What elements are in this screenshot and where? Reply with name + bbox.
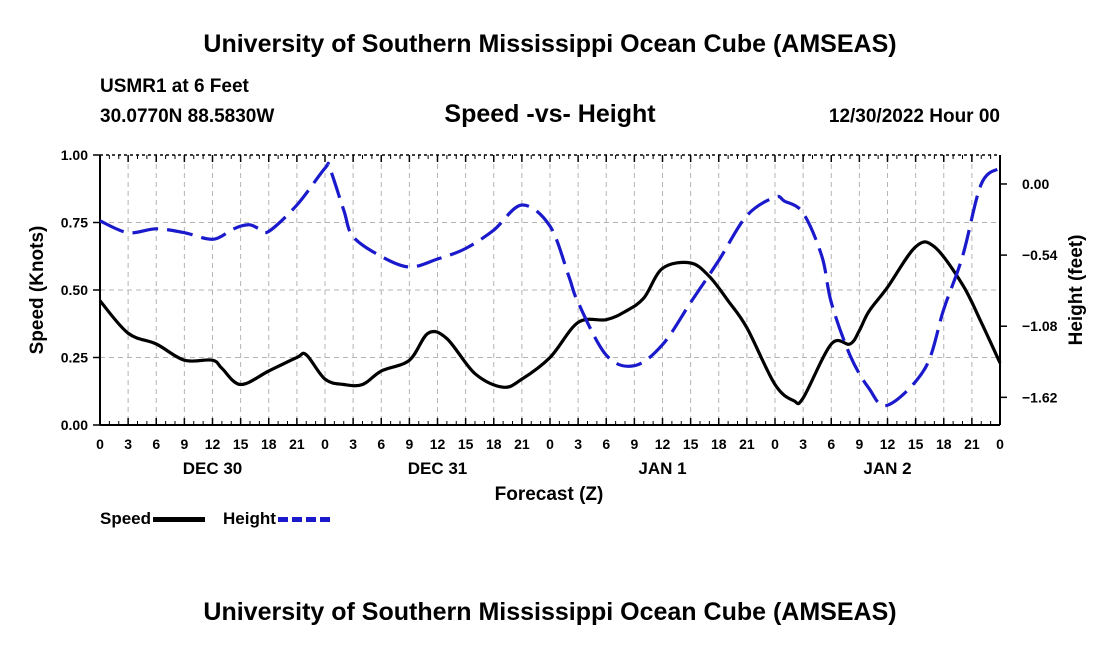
y2-axis-label: Height (feet) [1066,235,1087,346]
legend-item-speed: Speed [100,509,223,529]
x-tick-label: 15 [908,436,924,452]
y-tick-label: 0.75 [61,215,88,231]
forecast-timestamp: 12/30/2022 Hour 00 [828,106,1000,127]
y2-tick-label: −1.08 [1022,318,1058,334]
legend-speed-swatch [153,516,206,522]
x-tick-label: 3 [349,436,357,452]
date-label: DEC 31 [408,459,468,478]
x-tick-label: 15 [233,436,249,452]
footer-title: University of Southern Mississippi Ocean… [203,598,897,626]
x-tick-label: 6 [827,436,835,452]
y-tick-label: 0.50 [61,282,88,298]
x-tick-label: 0 [321,436,329,452]
x-tick-label: 0 [771,436,779,452]
station-label: USMR1 at 6 Feet [100,76,249,97]
x-tick-label: 21 [289,436,305,452]
legend-item-height: Height [223,509,348,529]
y-tick-label: 0.00 [61,417,88,433]
x-tick-label: 12 [430,436,446,452]
x-tick-label: 9 [180,436,188,452]
x-tick-label: 6 [377,436,385,452]
x-tick-label: 21 [739,436,755,452]
legend: Speed Height [100,509,348,529]
x-tick-label: 12 [205,436,221,452]
chart-title: Speed -vs- Height [444,100,656,128]
station-coordinates: 30.0770N 88.5830W [100,106,275,127]
axis-ticks [93,154,1007,426]
x-tick-label: 3 [124,436,132,452]
y2-tick-label: −0.54 [1022,247,1058,263]
x-tick-label: 3 [799,436,807,452]
x-tick-label: 9 [855,436,863,452]
date-label: JAN 2 [863,459,911,478]
grid [100,155,1000,425]
x-tick-label: 18 [261,436,277,452]
x-tick-label: 9 [405,436,413,452]
x-tick-label: 15 [683,436,699,452]
x-tick-label: 9 [630,436,638,452]
legend-height-label: Height [223,509,276,528]
x-tick-label: 0 [996,436,1004,452]
legend-height-swatch [277,516,330,522]
date-label: JAN 1 [638,459,686,478]
x-tick-label: 12 [880,436,896,452]
x-tick-label: 15 [458,436,474,452]
x-tick-label: 3 [574,436,582,452]
x-tick-label: 18 [936,436,952,452]
x-tick-label: 21 [514,436,530,452]
legend-speed-label: Speed [100,509,152,528]
main-title: University of Southern Mississippi Ocean… [203,30,897,58]
x-tick-label: 18 [486,436,502,452]
x-tick-label: 12 [655,436,671,452]
series-lines [98,161,1002,408]
x-tick-label: 18 [711,436,727,452]
x-tick-label: 21 [964,436,980,452]
axis-labels: Forecast (Z) Speed (Knots) Height (feet)… [27,147,1087,505]
date-label: DEC 30 [183,459,243,478]
y2-tick-label: 0.00 [1022,176,1049,192]
y2-tick-label: −1.62 [1022,389,1058,405]
x-tick-label: 6 [602,436,610,452]
series-line-height [99,161,1002,408]
x-axis-label: Forecast (Z) [495,484,604,505]
x-tick-label: 0 [546,436,554,452]
y-axis-label: Speed (Knots) [27,226,48,355]
x-tick-label: 0 [96,436,104,452]
y-tick-label: 1.00 [61,147,88,163]
x-tick-label: 6 [152,436,160,452]
series-line-speed [98,240,1002,406]
y-tick-label: 0.25 [61,350,88,366]
